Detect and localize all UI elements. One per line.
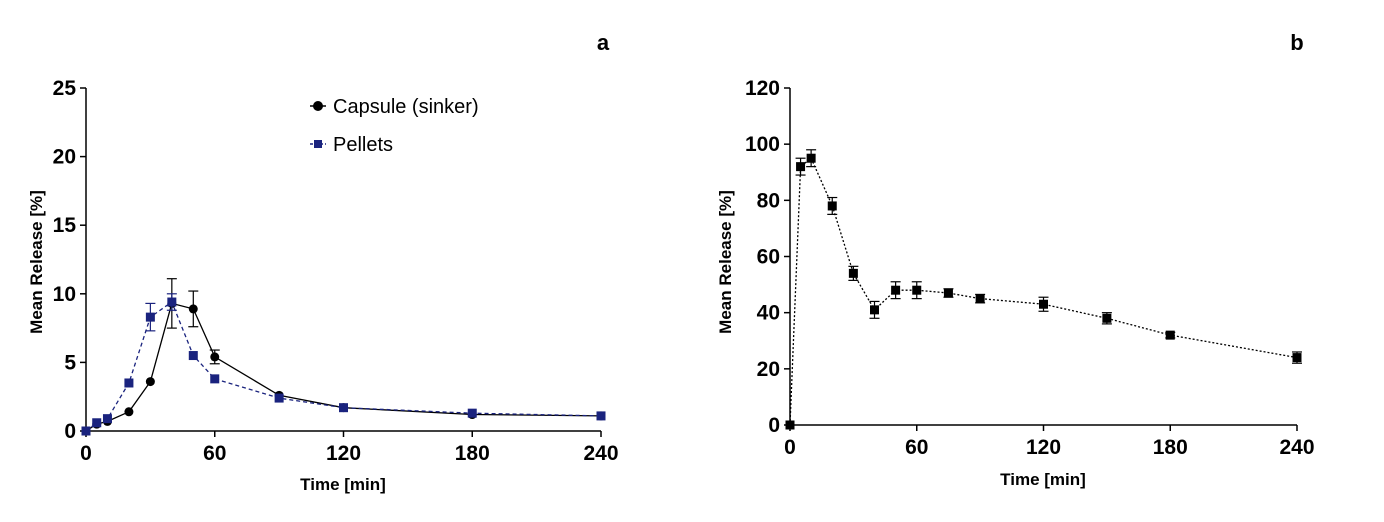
panel-b: b Mean Release [%] Time [min] 0 20 40 60 80 1… — [716, 30, 1315, 489]
panel-a-legend: Capsule (sinker) Pellets — [310, 96, 479, 156]
panel-b-data-point — [912, 285, 922, 295]
panel-a-data-point — [188, 351, 198, 361]
panel-b-xtick-label: 180 — [1153, 436, 1188, 459]
panel-b-data-point — [806, 153, 816, 163]
panel-a-xtick-label: 60 — [203, 442, 226, 465]
panel-a-series-1 — [81, 293, 606, 436]
panel-a-ytick-label: 5 — [64, 351, 76, 374]
panel-b-data-point — [870, 305, 879, 315]
panel-a-xtick-label: 180 — [455, 442, 490, 465]
panel-b-data-point — [943, 288, 953, 298]
panel-a-letter: a — [597, 30, 610, 55]
legend-item-pellets: Pellets — [310, 134, 393, 156]
legend-marker-capsule — [313, 101, 323, 111]
panel-a-series — [81, 278, 606, 436]
panel-b-data-point — [1039, 299, 1048, 309]
panel-a-xtick-label: 0 — [80, 442, 92, 465]
panel-a-data-point — [124, 407, 134, 417]
panel-b-series-0-line — [789, 157, 1298, 426]
panel-a-ytick-label: 25 — [53, 77, 77, 100]
panel-a-data-point — [467, 408, 477, 418]
panel-a-data-point — [102, 414, 112, 424]
panel-b-letter: b — [1290, 30, 1303, 55]
panel-a-data-point — [339, 403, 348, 413]
legend-marker-pellets — [314, 140, 322, 148]
panel-b-xlabel: Time [min] — [1000, 470, 1086, 489]
legend-label-capsule: Capsule (sinker) — [333, 96, 479, 118]
panel-a-ytick-label: 0 — [64, 420, 76, 443]
panel-a-xtick-label: 240 — [583, 442, 618, 465]
panel-a-data-point — [167, 297, 177, 307]
panel-b-data-point — [796, 162, 806, 172]
panel-b-data-point — [1165, 330, 1175, 340]
panel-a-xtick-label: 120 — [326, 442, 361, 465]
panel-a-data-point — [81, 426, 91, 436]
panel-b-ytick-label: 100 — [745, 133, 780, 156]
panel-a-data-point — [210, 374, 220, 384]
panel-a-data-point — [596, 411, 606, 421]
panel-b-data-point — [848, 268, 858, 278]
legend-label-pellets: Pellets — [333, 134, 393, 156]
panel-b-axes: 0 20 40 60 80 100 120 0 60 120 180 240 — [745, 77, 1315, 459]
panel-b-xtick-label: 60 — [905, 436, 928, 459]
panel-a-ylabel: Mean Release [%] — [27, 190, 46, 334]
panel-b-ytick-label: 60 — [757, 246, 780, 269]
panel-a-data-point — [92, 418, 102, 428]
panel-b-ytick-label: 80 — [757, 189, 780, 212]
panel-b-ytick-label: 120 — [745, 77, 780, 100]
panel-b-ytick-label: 20 — [757, 358, 780, 381]
panel-a-ytick-label: 10 — [53, 283, 76, 306]
panel-a-data-point — [145, 377, 155, 387]
panel-a-data-point — [145, 312, 155, 322]
panel-b-data-point — [785, 420, 795, 430]
panel-b-xtick-label: 120 — [1026, 436, 1061, 459]
panel-a: a Mean Release [%] Time [min] 0 5 10 15 20 25… — [27, 30, 619, 494]
panel-b-ytick-label: 0 — [768, 414, 780, 437]
panel-a-axes: 0 5 10 15 20 25 0 60 120 180 240 — [53, 77, 619, 465]
panel-b-data-point — [1102, 313, 1112, 323]
panel-a-data-point — [210, 352, 220, 362]
panel-b-data-point — [975, 294, 985, 304]
panel-b-xtick-label: 240 — [1279, 436, 1314, 459]
panel-a-data-point — [274, 393, 284, 403]
panel-b-data-point — [891, 285, 901, 295]
panel-a-xlabel: Time [min] — [300, 475, 386, 494]
panel-a-data-point — [188, 304, 198, 314]
panel-b-series — [785, 149, 1302, 430]
panel-b-data-point — [827, 201, 837, 211]
panel-b-series-0 — [785, 149, 1302, 430]
panel-a-ytick-label: 15 — [53, 214, 77, 237]
legend-item-capsule: Capsule (sinker) — [310, 96, 479, 118]
panel-a-data-point — [124, 378, 134, 388]
panel-b-ylabel: Mean Release [%] — [716, 190, 735, 334]
panel-b-data-point — [1292, 353, 1302, 363]
panel-a-ytick-label: 20 — [53, 146, 76, 169]
panel-b-ytick-label: 40 — [757, 302, 780, 325]
panel-b-xtick-label: 0 — [784, 436, 796, 459]
